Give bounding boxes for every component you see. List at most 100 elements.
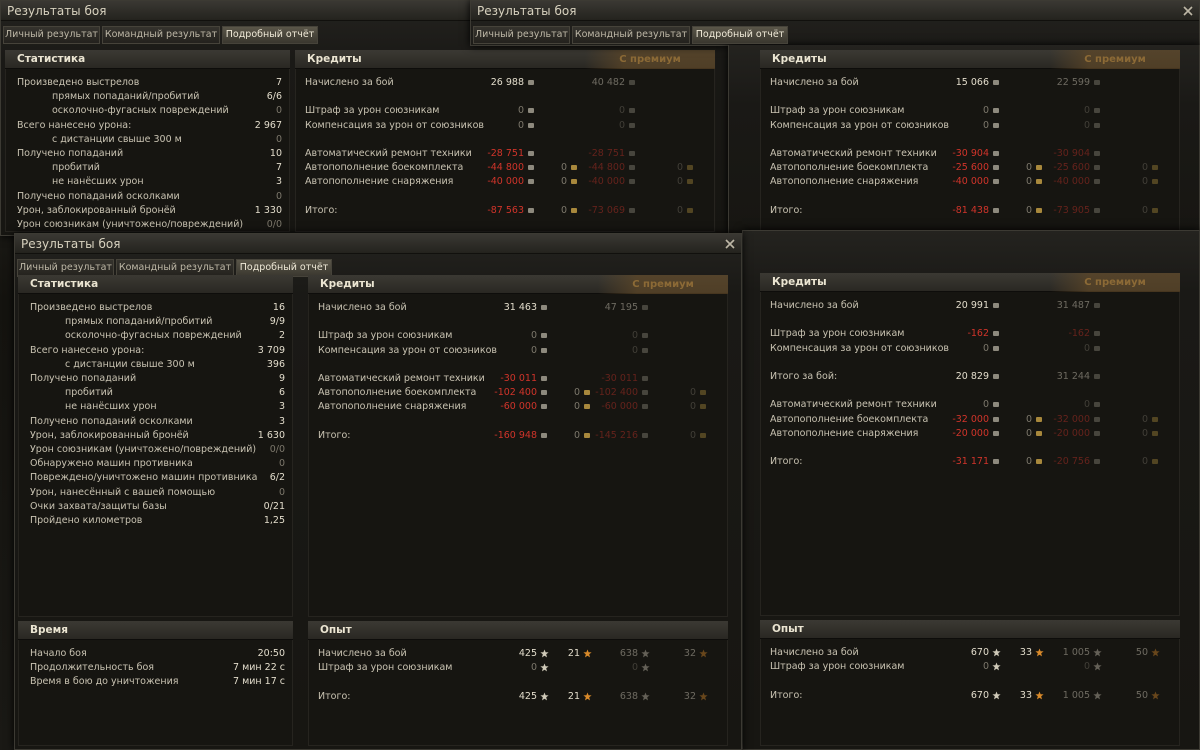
row-label: Очки захвата/защиты базы — [30, 500, 167, 512]
credit-icon — [629, 80, 635, 85]
row-label: Компенсация за урон от союзников — [770, 342, 949, 354]
row-value: -25 600 — [952, 162, 989, 174]
row-value: 15 066 — [955, 77, 989, 88]
row-value: 0 — [1083, 661, 1090, 673]
row-label: Итого: — [770, 456, 803, 468]
row-label: Автопополнение боекомплекта — [318, 387, 477, 399]
row-value: 3 — [278, 415, 285, 427]
star-icon — [641, 649, 650, 658]
credit-icon — [1094, 303, 1100, 308]
row-label: Урон, заблокированный бронёй — [30, 429, 189, 441]
row-value: 670 — [970, 689, 989, 701]
row-value: 26 988 — [490, 77, 524, 88]
credit-icon — [541, 390, 547, 396]
row-value: 0 — [275, 190, 282, 202]
gold-icon — [1152, 416, 1158, 422]
row-value: 9/9 — [269, 316, 285, 328]
credit-icon — [528, 80, 534, 85]
row-label: Компенсация за урон от союзников — [305, 119, 484, 131]
row-value: 425 — [518, 690, 537, 702]
row-label: Начало боя — [30, 648, 87, 659]
row-label: Штраф за урон союзникам — [305, 105, 440, 117]
row-value: 0 — [517, 119, 524, 131]
gold-icon — [584, 404, 590, 410]
star-icon — [1093, 691, 1102, 699]
gold-icon — [687, 207, 693, 213]
credit-icon — [528, 179, 534, 185]
row-value: 2 — [278, 330, 285, 342]
row-value: -32 000 — [952, 413, 989, 425]
credit-icon — [993, 402, 999, 408]
row-label: Автоматический ремонт техники — [305, 148, 472, 159]
row-label: Обнаружено машин противника — [30, 458, 193, 470]
row-value: 0/0 — [266, 219, 282, 230]
row-label: Автопополнение снаряжения — [770, 176, 919, 188]
row-value: 3 — [278, 401, 285, 413]
credit-icon — [993, 165, 999, 171]
row-value: 0 — [560, 204, 567, 216]
window-title: Результаты боя — [21, 237, 121, 251]
tab[interactable]: Подробный отчёт — [222, 26, 318, 44]
row-label: Начислено за бой — [770, 300, 859, 311]
close-button[interactable] — [725, 239, 735, 249]
title-bar — [471, 1, 1199, 21]
gold-icon — [571, 165, 577, 171]
row-label: Автопополнение боекомплекта — [305, 162, 464, 174]
row-value: 0 — [631, 330, 638, 342]
row-value: 0 — [517, 105, 524, 117]
row-value: -162 — [967, 328, 989, 340]
credit-icon — [642, 376, 648, 381]
row-value: 7 мин 22 с — [233, 662, 285, 674]
credit-icon — [528, 122, 534, 128]
row-value: 16 — [272, 302, 285, 313]
row-value: 0 — [676, 162, 683, 174]
row-label: не нанёсших урон — [65, 401, 157, 413]
credit-icon — [642, 432, 648, 438]
row-label: прямых попаданий/пробитий — [65, 316, 213, 328]
row-value: 0 — [618, 105, 625, 117]
row-value: 396 — [266, 358, 285, 370]
row-value: -25 600 — [1053, 162, 1090, 174]
tab[interactable]: Командный результат — [572, 26, 690, 44]
tab[interactable]: Личный результат — [473, 26, 570, 44]
credit-icon — [993, 122, 999, 128]
row-value: 0 — [982, 661, 989, 673]
row-value: 3 709 — [257, 344, 285, 356]
credit-icon — [993, 151, 999, 156]
row-value: 7 — [275, 77, 282, 88]
credit-icon — [1094, 151, 1100, 156]
row-label: Штраф за урон союзникам — [318, 330, 453, 342]
gold-icon — [1036, 459, 1042, 465]
credit-icon — [642, 404, 648, 410]
row-value: 0 — [1083, 119, 1090, 131]
row-value: -28 751 — [588, 148, 625, 159]
row-value: -40 000 — [487, 176, 524, 188]
credit-icon — [629, 151, 635, 156]
row-value: 0 — [530, 330, 537, 342]
credit-icon — [1094, 374, 1100, 379]
window-title: Результаты боя — [7, 4, 107, 18]
row-value: -31 171 — [952, 456, 989, 468]
row-value: -40 000 — [588, 176, 625, 188]
row-label: Автопополнение снаряжения — [770, 427, 919, 439]
row-label: Штраф за урон союзникам — [770, 328, 905, 340]
row-value: 0 — [1141, 162, 1148, 174]
tab[interactable]: Командный результат — [102, 26, 220, 44]
row-value: -60 000 — [601, 401, 638, 413]
row-value: 0 — [676, 176, 683, 188]
row-label: Итого: — [318, 429, 351, 441]
credit-icon — [1094, 331, 1100, 337]
row-value: -30 011 — [500, 373, 537, 384]
row-value: -32 000 — [1053, 413, 1090, 425]
row-value: 0 — [530, 662, 537, 674]
row-value: -145 216 — [595, 429, 638, 441]
credit-icon — [629, 108, 635, 114]
close-button[interactable] — [1183, 6, 1193, 16]
panel-header — [308, 621, 728, 640]
premium-header: С премиум — [1050, 50, 1180, 69]
tab[interactable]: Подробный отчёт — [692, 26, 788, 44]
row-label: Штраф за урон союзникам — [318, 662, 453, 674]
credit-icon — [993, 179, 999, 185]
panel-title: Статистика — [30, 278, 99, 290]
tab[interactable]: Личный результат — [3, 26, 100, 44]
